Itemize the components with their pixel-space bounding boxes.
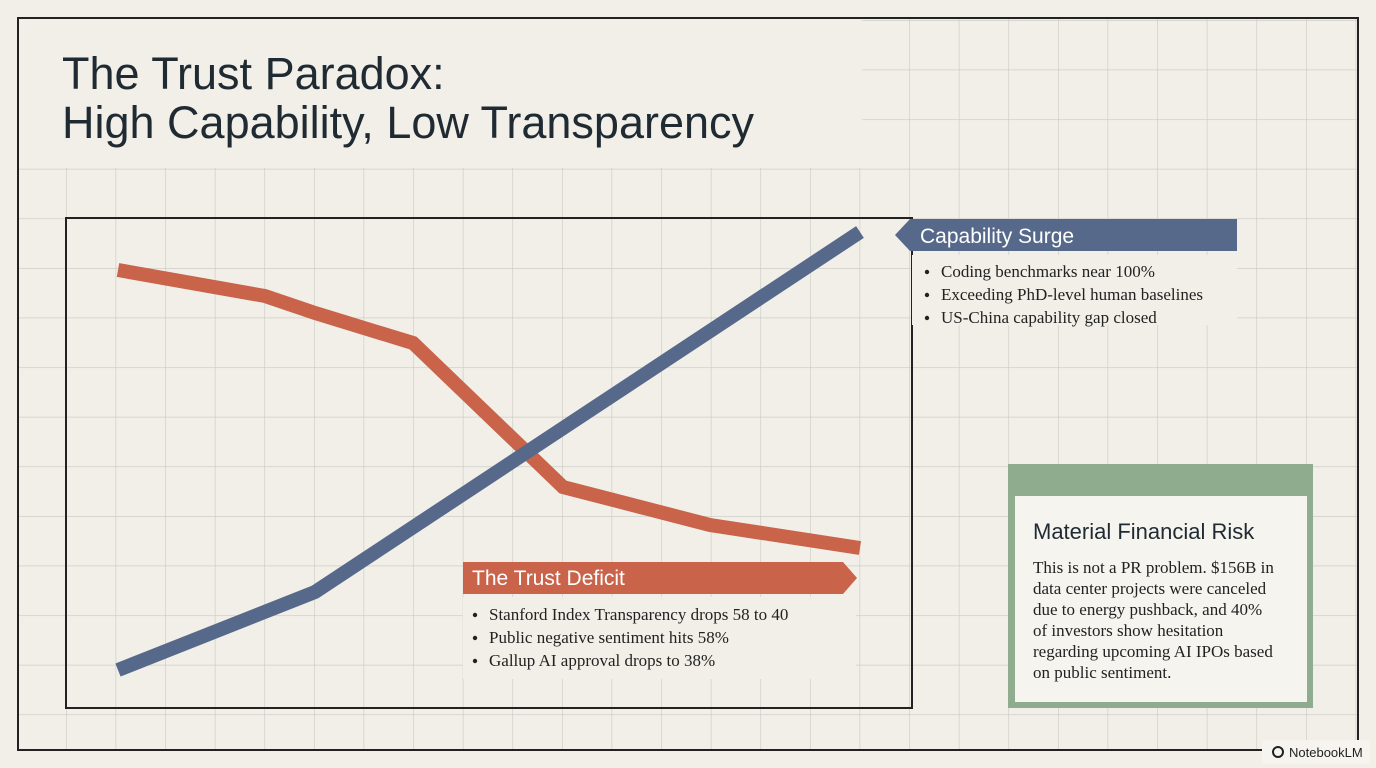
risk-line: on public sentiment.	[1033, 663, 1171, 682]
bullet-dot	[924, 292, 930, 298]
bullet-text: Public negative sentiment hits 58%	[489, 628, 729, 647]
risk-line: of investors show hesitation	[1033, 621, 1224, 640]
trust-label: The Trust Deficit	[472, 567, 625, 590]
risk-title: Material Financial Risk	[1033, 519, 1255, 544]
bullet-dot	[924, 315, 930, 321]
capability-label: Capability Surge	[920, 225, 1074, 248]
trust-banner	[463, 562, 857, 594]
badge-icon	[1272, 746, 1284, 758]
badge-bg	[1262, 740, 1370, 764]
capability-bullets: Coding benchmarks near 100% Exceeding PhD…	[924, 262, 1203, 327]
badge: NotebookLM	[1289, 745, 1363, 760]
risk-line: data center projects were canceled	[1033, 579, 1267, 598]
trust-bullets: Stanford Index Transparency drops 58 to …	[472, 605, 788, 670]
trust-line	[116, 263, 862, 555]
capability-line	[115, 226, 864, 677]
capability-banner	[895, 219, 1237, 251]
trust-panel	[463, 597, 856, 679]
title-line: The Trust Paradox:	[62, 48, 445, 99]
title: The Trust Paradox: High Capability, Low …	[62, 48, 755, 148]
bullet-dot	[472, 635, 478, 641]
bullet-text: Exceeding PhD-level human baselines	[941, 285, 1203, 304]
capability-panel	[912, 255, 1237, 325]
risk-panel	[1015, 496, 1307, 702]
bullet-dot	[924, 269, 930, 275]
bullet-text: Coding benchmarks near 100%	[941, 262, 1155, 281]
bullet-text: US-China capability gap closed	[941, 308, 1157, 327]
risk-line: This is not a PR problem. $156B in	[1033, 558, 1274, 577]
bullet-dot	[472, 658, 478, 664]
bullet-text: Gallup AI approval drops to 38%	[489, 651, 715, 670]
risk-line: regarding upcoming AI IPOs based	[1033, 642, 1273, 661]
chart-box	[65, 217, 913, 709]
title-panel	[19, 19, 862, 168]
risk-line: due to energy pushback, and 40%	[1033, 600, 1262, 619]
title-line: High Capability, Low Transparency	[62, 97, 755, 148]
bullet-text: Stanford Index Transparency drops 58 to …	[489, 605, 788, 624]
frame	[17, 17, 1359, 751]
risk-text: This is not a PR problem. $156B in data c…	[1033, 558, 1274, 682]
bullet-dot	[472, 612, 478, 618]
